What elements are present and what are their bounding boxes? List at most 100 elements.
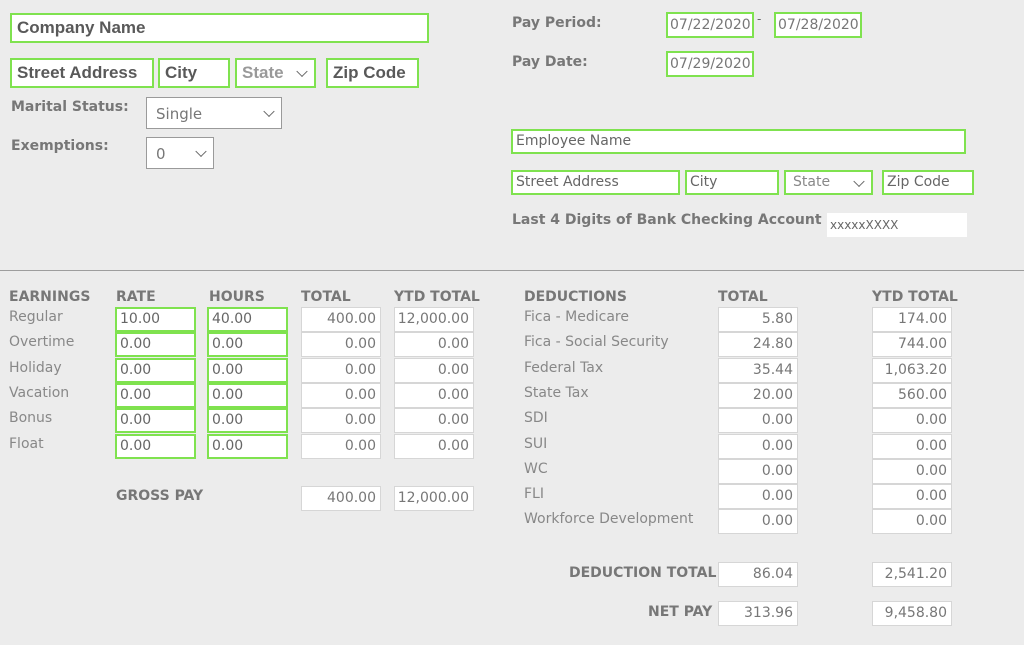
- pay-period-separator: -: [757, 12, 762, 26]
- pay-date-label: Pay Date:: [512, 54, 588, 70]
- deduction-row-label: SDI: [524, 410, 548, 427]
- earnings-row-label: Regular: [9, 309, 63, 325]
- company-zip-field[interactable]: Zip Code: [326, 58, 419, 88]
- earnings-row-label: Overtime: [9, 334, 75, 351]
- hours-input[interactable]: 0.00: [207, 408, 288, 434]
- hours-input[interactable]: 0.00: [207, 357, 288, 383]
- employee-name-field[interactable]: Employee Name: [511, 129, 966, 154]
- hours-input[interactable]: 40.00: [207, 307, 288, 332]
- deduction-ytd-cell: 0.00: [872, 408, 952, 434]
- gross-pay-label: GROSS PAY: [116, 488, 204, 504]
- marital-status-select[interactable]: Single: [146, 97, 282, 129]
- deduction-row-label: WC: [524, 460, 548, 477]
- rate-input[interactable]: 10.00: [115, 307, 196, 332]
- deduction-ytd-cell: 560.00: [872, 382, 952, 408]
- employee-state-select[interactable]: State: [784, 170, 873, 195]
- deduction-row-label: Fica - Social Security: [524, 334, 669, 351]
- chevron-down-icon: [853, 175, 865, 187]
- marital-status-value: Single: [156, 105, 203, 123]
- earnings-row-label: Vacation: [9, 384, 70, 401]
- company-state-select[interactable]: State: [235, 58, 316, 88]
- gross-pay-ytd: 12,000.00: [394, 486, 474, 511]
- rate-input[interactable]: 0.00: [115, 357, 196, 383]
- earnings-row-label: Bonus: [9, 410, 53, 427]
- deduction-row-label: SUI: [524, 435, 548, 452]
- pay-period-start-field[interactable]: 07/22/2020: [666, 12, 754, 38]
- exemptions-value: 0: [156, 145, 166, 163]
- deduction-total-cell: 20.00: [718, 382, 798, 408]
- hours-input[interactable]: 0.00: [207, 433, 288, 459]
- deduction-total-cell: 0.00: [718, 484, 798, 510]
- company-state-value: State: [242, 63, 284, 82]
- chevron-down-icon: [195, 145, 207, 158]
- deductions-ytd-header: YTD TOTAL: [872, 289, 958, 305]
- company-name-field[interactable]: Company Name: [10, 13, 429, 43]
- deduction-ytd-cell: 0.00: [872, 433, 952, 459]
- exemptions-select[interactable]: 0: [146, 137, 214, 169]
- deduction-row-label: Fica - Medicare: [524, 309, 629, 325]
- deduction-total-cell: 0.00: [718, 408, 798, 434]
- deduction-row-label: Workforce Development: [524, 511, 694, 528]
- deduction-ytd-cell: 174.00: [872, 307, 952, 332]
- rate-input[interactable]: 0.00: [115, 332, 196, 358]
- deduction-ytd-cell: 1,063.20: [872, 357, 952, 383]
- net-pay-value: 313.96: [718, 601, 798, 626]
- deduction-total-cell: 0.00: [718, 458, 798, 484]
- employee-street-field[interactable]: Street Address: [511, 170, 680, 195]
- deduction-total-cell: 35.44: [718, 357, 798, 383]
- deduction-ytd-cell: 0.00: [872, 509, 952, 535]
- earnings-total-cell: 400.00: [301, 307, 381, 332]
- employee-zip-field[interactable]: Zip Code: [882, 170, 974, 195]
- earnings-total-cell: 0.00: [301, 332, 381, 358]
- pay-date-field[interactable]: 07/29/2020: [666, 51, 754, 77]
- pay-period-end-field[interactable]: 07/28/2020: [774, 12, 862, 38]
- deduction-ytd-cell: 744.00: [872, 332, 952, 358]
- earnings-ytd-cell: 0.00: [394, 433, 474, 459]
- hours-input[interactable]: 0.00: [207, 382, 288, 408]
- earnings-ytd-cell: 0.00: [394, 382, 474, 408]
- deduction-ytd-cell: 0.00: [872, 484, 952, 510]
- chevron-down-icon: [296, 65, 308, 78]
- deduction-row-label: Federal Tax: [524, 359, 604, 376]
- section-divider: [0, 270, 1024, 271]
- rate-header: RATE: [116, 289, 156, 305]
- rate-input[interactable]: 0.00: [115, 408, 196, 434]
- earnings-header: EARNINGS: [9, 289, 91, 305]
- deduction-total-label: DEDUCTION TOTAL: [569, 565, 717, 581]
- marital-status-label: Marital Status:: [11, 99, 129, 115]
- hours-input[interactable]: 0.00: [207, 332, 288, 358]
- net-pay-ytd: 9,458.80: [872, 601, 952, 626]
- rate-input[interactable]: 0.00: [115, 433, 196, 459]
- earnings-ytd-cell: 12,000.00: [394, 307, 474, 332]
- net-pay-label: NET PAY: [648, 604, 713, 620]
- earnings-total-header: TOTAL: [301, 289, 351, 305]
- deduction-total-cell: 0.00: [718, 509, 798, 535]
- earnings-ytd-cell: 0.00: [394, 408, 474, 434]
- bank-account-field[interactable]: xxxxxXXXX: [827, 213, 967, 237]
- deduction-total-value: 86.04: [718, 562, 798, 587]
- gross-pay-total: 400.00: [301, 486, 381, 511]
- deduction-row-label: FLI: [524, 486, 544, 503]
- earnings-total-cell: 0.00: [301, 357, 381, 383]
- bank-account-label: Last 4 Digits of Bank Checking Account: [512, 212, 822, 228]
- earnings-total-cell: 0.00: [301, 433, 381, 459]
- pay-period-label: Pay Period:: [512, 15, 602, 31]
- employee-city-field[interactable]: City: [685, 170, 779, 195]
- rate-input[interactable]: 0.00: [115, 382, 196, 408]
- deduction-total-ytd: 2,541.20: [872, 562, 952, 587]
- earnings-ytd-header: YTD TOTAL: [394, 289, 480, 305]
- earnings-total-cell: 0.00: [301, 382, 381, 408]
- deduction-ytd-cell: 0.00: [872, 458, 952, 484]
- deductions-total-header: TOTAL: [718, 289, 768, 305]
- hours-header: HOURS: [209, 289, 265, 305]
- chevron-down-icon: [263, 105, 275, 118]
- company-city-field[interactable]: City: [158, 58, 230, 88]
- deduction-total-cell: 0.00: [718, 433, 798, 459]
- earnings-total-cell: 0.00: [301, 408, 381, 434]
- company-street-field[interactable]: Street Address: [10, 58, 154, 88]
- deduction-row-label: State Tax: [524, 384, 589, 401]
- earnings-ytd-cell: 0.00: [394, 357, 474, 383]
- employee-state-value: State: [793, 174, 831, 190]
- earnings-row-label: Float: [9, 435, 44, 452]
- deduction-total-cell: 5.80: [718, 307, 798, 332]
